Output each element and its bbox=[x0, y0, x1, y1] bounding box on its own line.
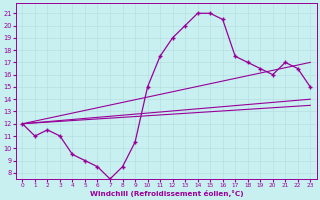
X-axis label: Windchill (Refroidissement éolien,°C): Windchill (Refroidissement éolien,°C) bbox=[90, 190, 243, 197]
